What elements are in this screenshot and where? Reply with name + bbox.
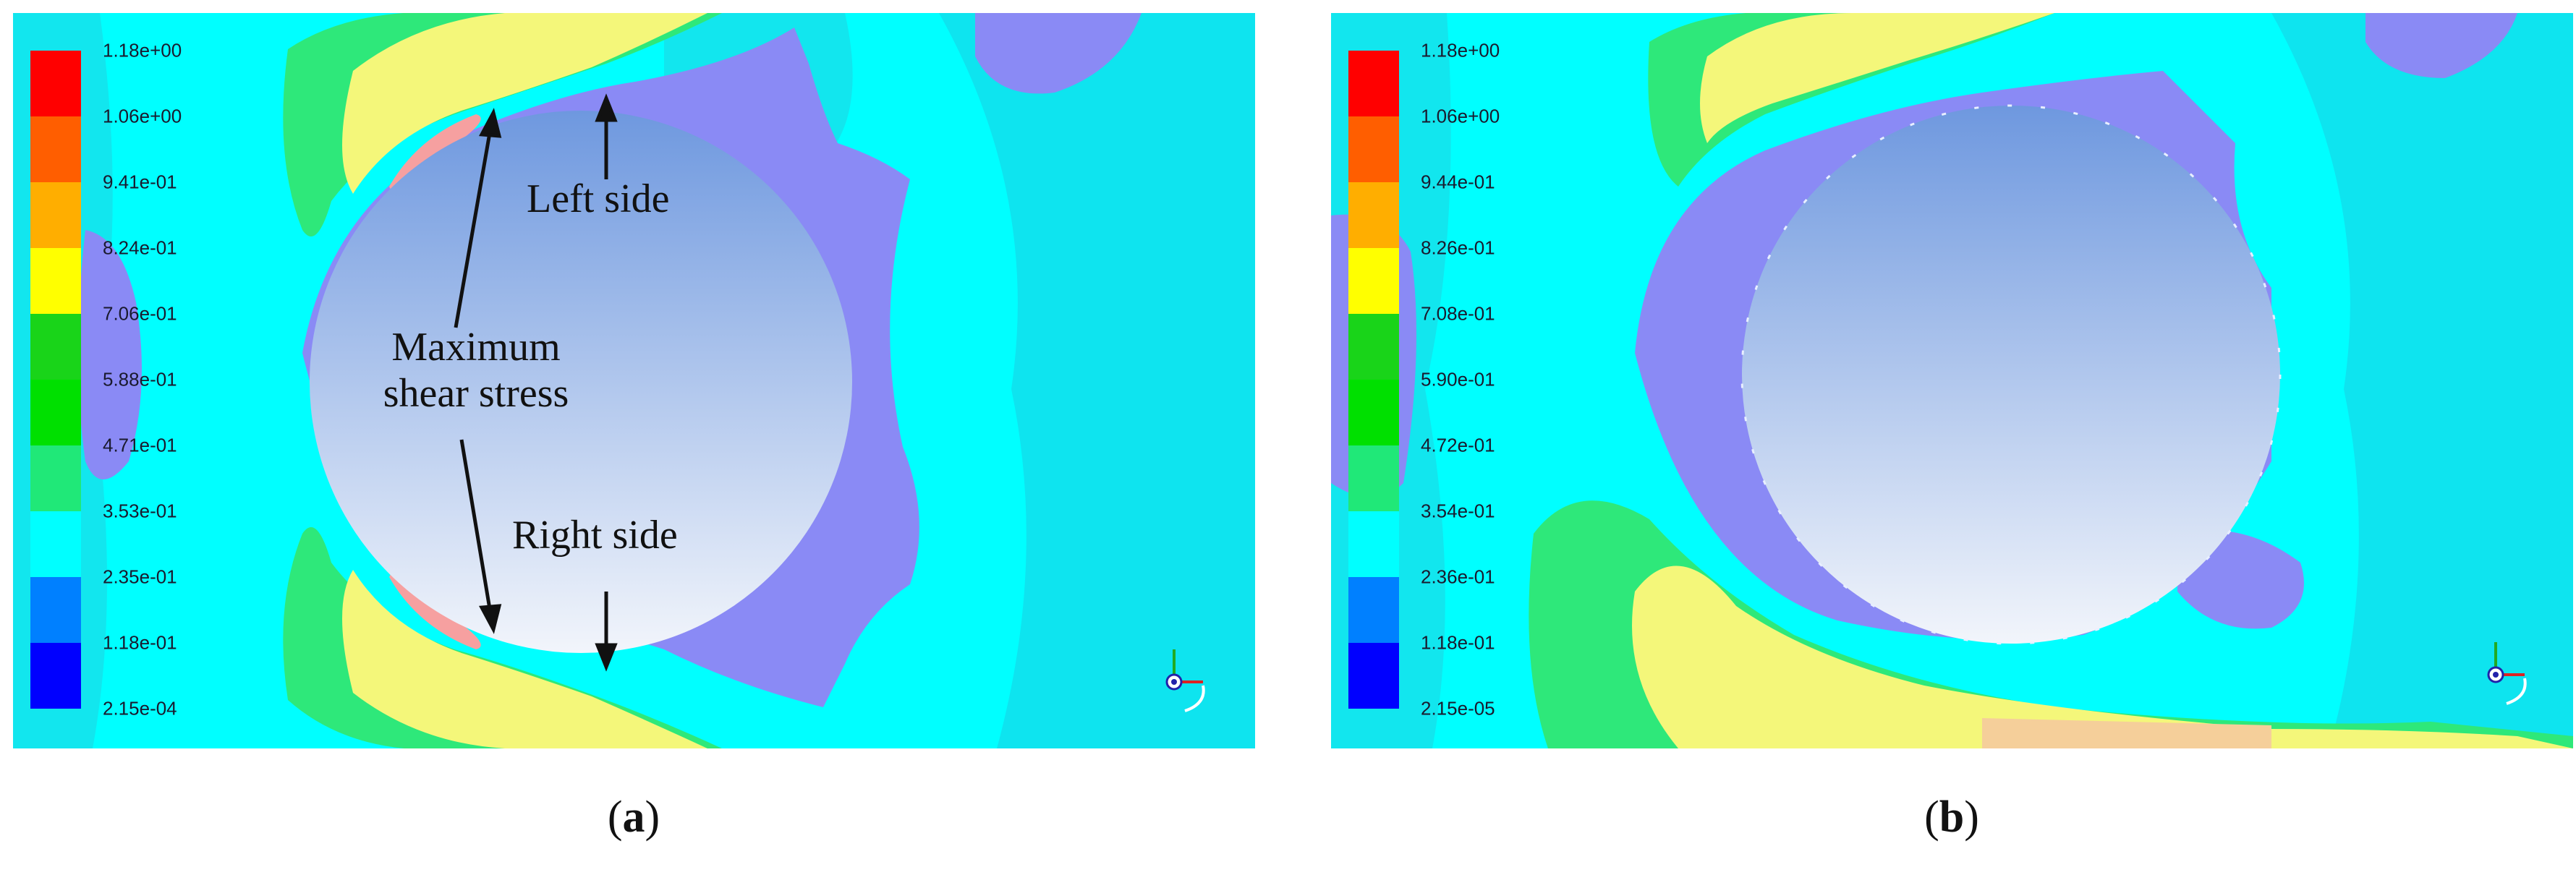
annotation-arrows xyxy=(454,93,618,672)
left-purple-patch xyxy=(78,230,142,479)
right-light-band xyxy=(939,13,1255,748)
max-shear-label: Maximum shear stress xyxy=(375,324,577,417)
caption-b: (b) xyxy=(1924,793,1979,842)
left-side-label: Left side xyxy=(527,176,670,221)
legend-tick: 3.54e-01 xyxy=(1421,500,1495,522)
legend-tick: 5.90e-01 xyxy=(1421,368,1495,390)
legend-swatch xyxy=(1348,643,1399,709)
legend-tick: 1.06e+00 xyxy=(103,105,182,127)
legend-tick: 7.06e-01 xyxy=(103,302,177,325)
legend-tick: 2.15e-04 xyxy=(103,697,177,720)
legend-tick: 8.24e-01 xyxy=(103,236,177,259)
legend-tick: 1.18e-01 xyxy=(103,631,177,654)
legend-swatch xyxy=(1348,248,1399,314)
legend-tick: 9.44e-01 xyxy=(1421,171,1495,193)
max-shear-label-line1: Maximum xyxy=(391,325,561,370)
caption-a-letter: a xyxy=(622,793,645,842)
legend-swatch xyxy=(1348,182,1399,248)
legend-tick: 5.88e-01 xyxy=(103,368,177,390)
legend-swatch xyxy=(1348,116,1399,182)
caption-b-letter: b xyxy=(1939,793,1965,842)
legend-swatch xyxy=(30,116,81,182)
coordinate-triad-icon xyxy=(1165,649,1205,712)
legend-tick: 1.06e+00 xyxy=(1421,105,1500,127)
legend-tick: 8.26e-01 xyxy=(1421,236,1495,259)
legend-tick: 3.53e-01 xyxy=(103,500,177,522)
upper-yellow-band xyxy=(342,13,707,194)
legend-tick: 4.71e-01 xyxy=(103,434,177,456)
legend-tick: 1.18e+00 xyxy=(103,39,182,61)
legend-swatch xyxy=(30,182,81,248)
legend-tick: 2.35e-01 xyxy=(103,565,177,588)
caption-a: (a) xyxy=(607,793,660,842)
legend-swatch xyxy=(30,248,81,314)
cylinder xyxy=(310,111,852,653)
upper-yellow-band xyxy=(1700,13,2054,143)
shear-stress-contour-a xyxy=(13,13,1255,748)
legend-tick: 7.08e-01 xyxy=(1421,302,1495,325)
legend-tick: 4.72e-01 xyxy=(1421,434,1495,456)
legend-swatch xyxy=(1348,511,1399,577)
legend-tick: 2.15e-05 xyxy=(1421,697,1495,720)
legend-swatch xyxy=(30,380,81,445)
legend-swatch xyxy=(1348,577,1399,643)
legend-swatch xyxy=(1348,380,1399,445)
lower-yellow-band xyxy=(1632,565,2573,748)
legend-swatch xyxy=(30,445,81,511)
right-side-label: Right side xyxy=(512,513,678,558)
legend-swatch xyxy=(30,511,81,577)
legend-tick: 9.41e-01 xyxy=(103,171,177,193)
max-shear-label-line2: shear stress xyxy=(383,371,569,417)
cylinder-surface-ticks xyxy=(1740,104,2282,645)
contour-panel-b: 1.18e+00 1.06e+00 9.44e-01 8.26e-01 7.08… xyxy=(1331,13,2573,748)
contour-panel-a: 1.18e+00 1.06e+00 9.41e-01 8.24e-01 7.06… xyxy=(13,13,1255,748)
legend-tick: 1.18e-01 xyxy=(1421,631,1495,654)
legend-tick: 1.18e+00 xyxy=(1421,39,1500,61)
cylinder xyxy=(1742,106,2280,644)
legend-swatch xyxy=(30,577,81,643)
legend-swatch xyxy=(1348,314,1399,380)
legend-swatch xyxy=(1348,51,1399,116)
legend-swatch xyxy=(30,51,81,116)
coordinate-triad-icon xyxy=(2487,642,2527,705)
legend-swatch xyxy=(30,643,81,709)
shear-stress-contour-b xyxy=(1331,13,2573,748)
legend-swatch xyxy=(30,314,81,380)
legend-tick: 2.36e-01 xyxy=(1421,565,1495,588)
lower-yellow-band xyxy=(342,570,707,748)
legend-swatch xyxy=(1348,445,1399,511)
